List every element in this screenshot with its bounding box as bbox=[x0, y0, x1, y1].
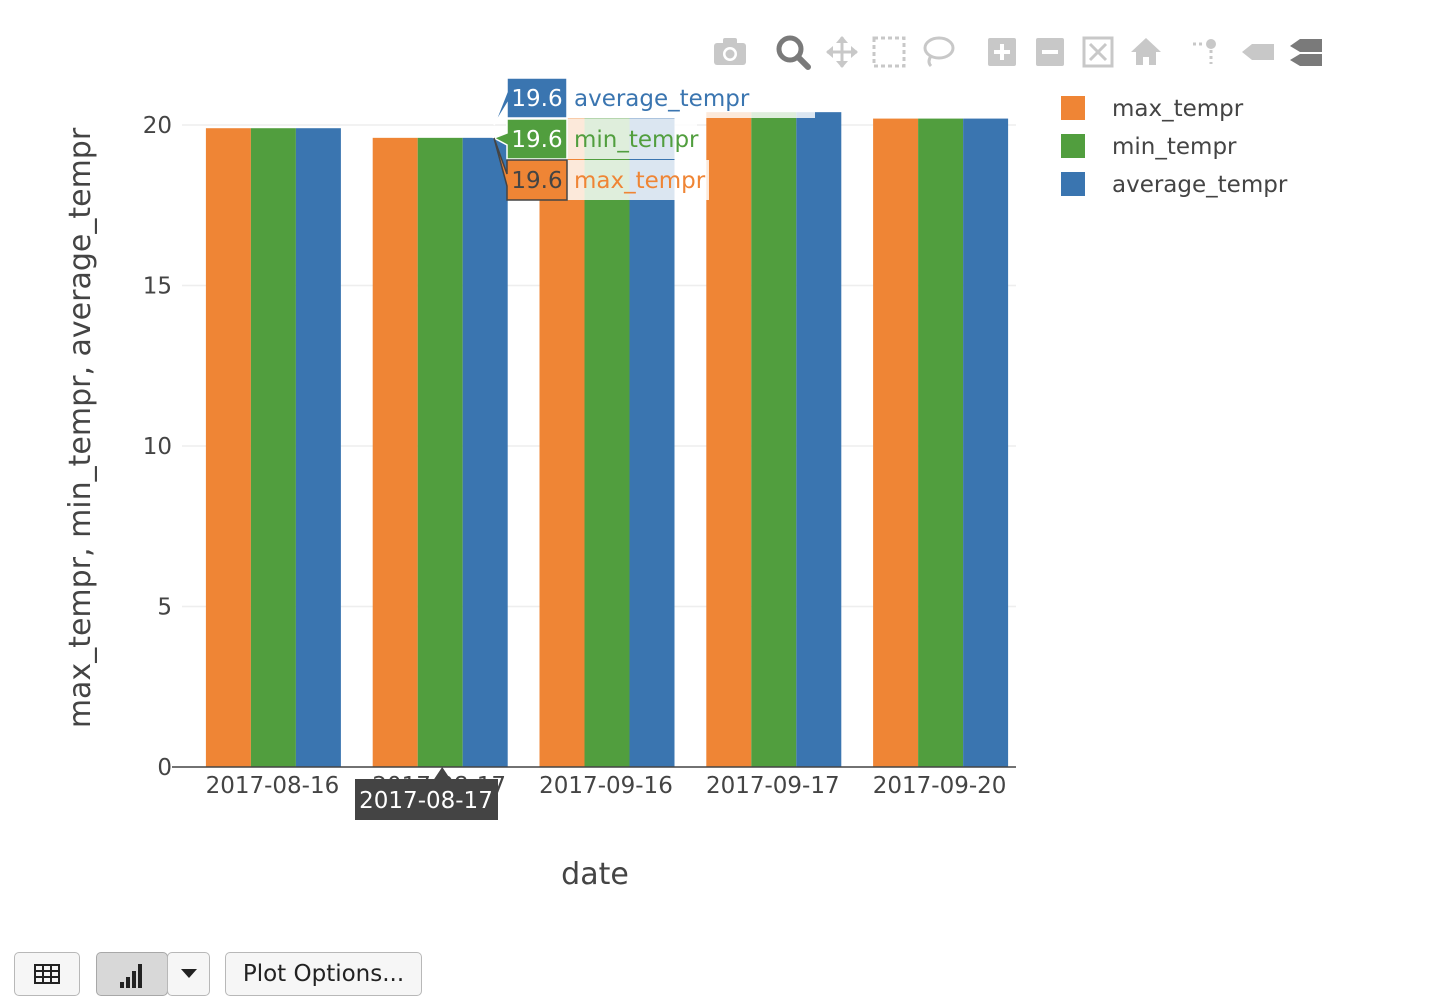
x-axis-title: date bbox=[561, 857, 629, 892]
hover-name: max_tempr bbox=[574, 168, 706, 194]
legend-label: min_tempr bbox=[1112, 134, 1237, 160]
zoom-icon[interactable] bbox=[776, 35, 811, 70]
hover-compare-icon[interactable] bbox=[1290, 39, 1322, 66]
bar-average_tempr[interactable] bbox=[462, 137, 508, 768]
legend-swatch bbox=[1061, 134, 1085, 158]
legend-swatch bbox=[1061, 172, 1085, 196]
legend-swatch bbox=[1061, 96, 1085, 120]
legend-item-max_tempr[interactable]: max_tempr bbox=[1061, 96, 1244, 122]
bar-average_tempr[interactable] bbox=[295, 128, 341, 767]
bar-max_tempr[interactable] bbox=[372, 137, 418, 768]
bars bbox=[205, 112, 1009, 768]
table-icon bbox=[34, 964, 60, 984]
hover-value-box bbox=[493, 137, 568, 201]
bar-average_tempr[interactable] bbox=[629, 118, 675, 767]
hover-name-bg bbox=[567, 160, 709, 200]
x-tick-label: 2017-08-16 bbox=[206, 773, 340, 799]
hover-value-box bbox=[493, 77, 568, 126]
hover-tooltip: 19.6 average_tempr 19.6 min_tempr 19.6 max_te… bbox=[355, 77, 815, 820]
legend[interactable]: max_tempr min_tempr average_tempr bbox=[1061, 96, 1288, 198]
bar-max_tempr[interactable] bbox=[873, 118, 919, 767]
hover-name-bg bbox=[567, 119, 697, 159]
hover-name: average_tempr bbox=[574, 86, 750, 112]
zoom-out-icon[interactable] bbox=[1036, 38, 1064, 66]
hover-name-bg bbox=[567, 78, 815, 118]
y-tick-label: 10 bbox=[143, 434, 172, 460]
y-tick-label: 0 bbox=[157, 755, 172, 781]
hover-item-min_tempr: 19.6 min_tempr bbox=[492, 118, 699, 160]
hover-value: 19.6 bbox=[511, 168, 562, 194]
hover-value-box bbox=[492, 118, 568, 160]
lasso-select-icon[interactable] bbox=[923, 36, 955, 68]
table-view-button[interactable] bbox=[14, 952, 80, 996]
legend-label: max_tempr bbox=[1112, 96, 1244, 122]
bar-min_tempr[interactable] bbox=[417, 137, 463, 768]
bar-min_tempr[interactable] bbox=[918, 118, 964, 767]
legend-label: average_tempr bbox=[1112, 172, 1288, 198]
legend-item-min_tempr[interactable]: min_tempr bbox=[1061, 134, 1237, 160]
camera-icon[interactable] bbox=[714, 38, 746, 65]
bar-min_tempr[interactable] bbox=[751, 112, 797, 767]
reset-axes-icon[interactable] bbox=[1131, 38, 1161, 65]
bar-chart-icon bbox=[120, 964, 142, 988]
x-tick-label: 2017-09-17 bbox=[706, 773, 840, 799]
y-axis-title: max_tempr, min_tempr, average_tempr bbox=[63, 127, 98, 728]
bar-max_tempr[interactable] bbox=[539, 118, 585, 767]
y-tick-labels: 0 5 10 15 20 bbox=[143, 113, 172, 781]
autoscale-icon[interactable] bbox=[1082, 36, 1114, 68]
x-tick-label: 2017-09-16 bbox=[539, 773, 673, 799]
hover-item-max_tempr: 19.6 max_tempr bbox=[493, 137, 709, 201]
hover-name: min_tempr bbox=[574, 127, 699, 153]
legend-item-average_tempr[interactable]: average_tempr bbox=[1061, 172, 1288, 198]
pan-icon[interactable] bbox=[826, 36, 858, 68]
y-tick-label: 15 bbox=[143, 274, 172, 300]
chart-view-button[interactable] bbox=[96, 952, 168, 996]
caret-down-icon bbox=[180, 969, 197, 978]
hover-value: 19.6 bbox=[511, 127, 562, 153]
hover-category-label: 2017-08-17 bbox=[355, 767, 498, 820]
bar-average_tempr[interactable] bbox=[963, 118, 1009, 767]
bar-average_tempr[interactable] bbox=[796, 112, 842, 767]
x-tick-labels: 2017-08-162017-08-172017-09-162017-09-17… bbox=[206, 773, 1007, 799]
plot-options-button[interactable]: Plot Options... bbox=[225, 952, 422, 996]
zoom-in-icon[interactable] bbox=[988, 38, 1016, 66]
hover-item-average_tempr: 19.6 average_tempr bbox=[493, 77, 815, 126]
modebar bbox=[714, 35, 1322, 70]
box-select-icon[interactable] bbox=[872, 36, 906, 68]
hover-category-text: 2017-08-17 bbox=[359, 788, 493, 814]
bar-max_tempr[interactable] bbox=[205, 128, 251, 767]
bar-max_tempr[interactable] bbox=[706, 112, 752, 767]
y-tick-label: 20 bbox=[143, 113, 172, 139]
y-tick-label: 5 bbox=[157, 595, 172, 621]
bar-min_tempr[interactable] bbox=[250, 128, 296, 767]
chart-type-dropdown[interactable] bbox=[167, 952, 210, 996]
bottom-toolbar: Plot Options... bbox=[0, 950, 1456, 996]
x-tick-label: 2017-09-20 bbox=[873, 773, 1007, 799]
hover-category-box bbox=[355, 779, 498, 820]
toggle-spikelines-icon[interactable] bbox=[1193, 39, 1216, 64]
hover-closest-icon[interactable] bbox=[1242, 44, 1274, 60]
chart: 0 5 10 15 20 2017-08-16 2017-08-17 2017-09-16 2… bbox=[63, 35, 1322, 892]
hover-value: 19.6 bbox=[511, 86, 562, 112]
bar-min_tempr[interactable] bbox=[584, 118, 630, 767]
